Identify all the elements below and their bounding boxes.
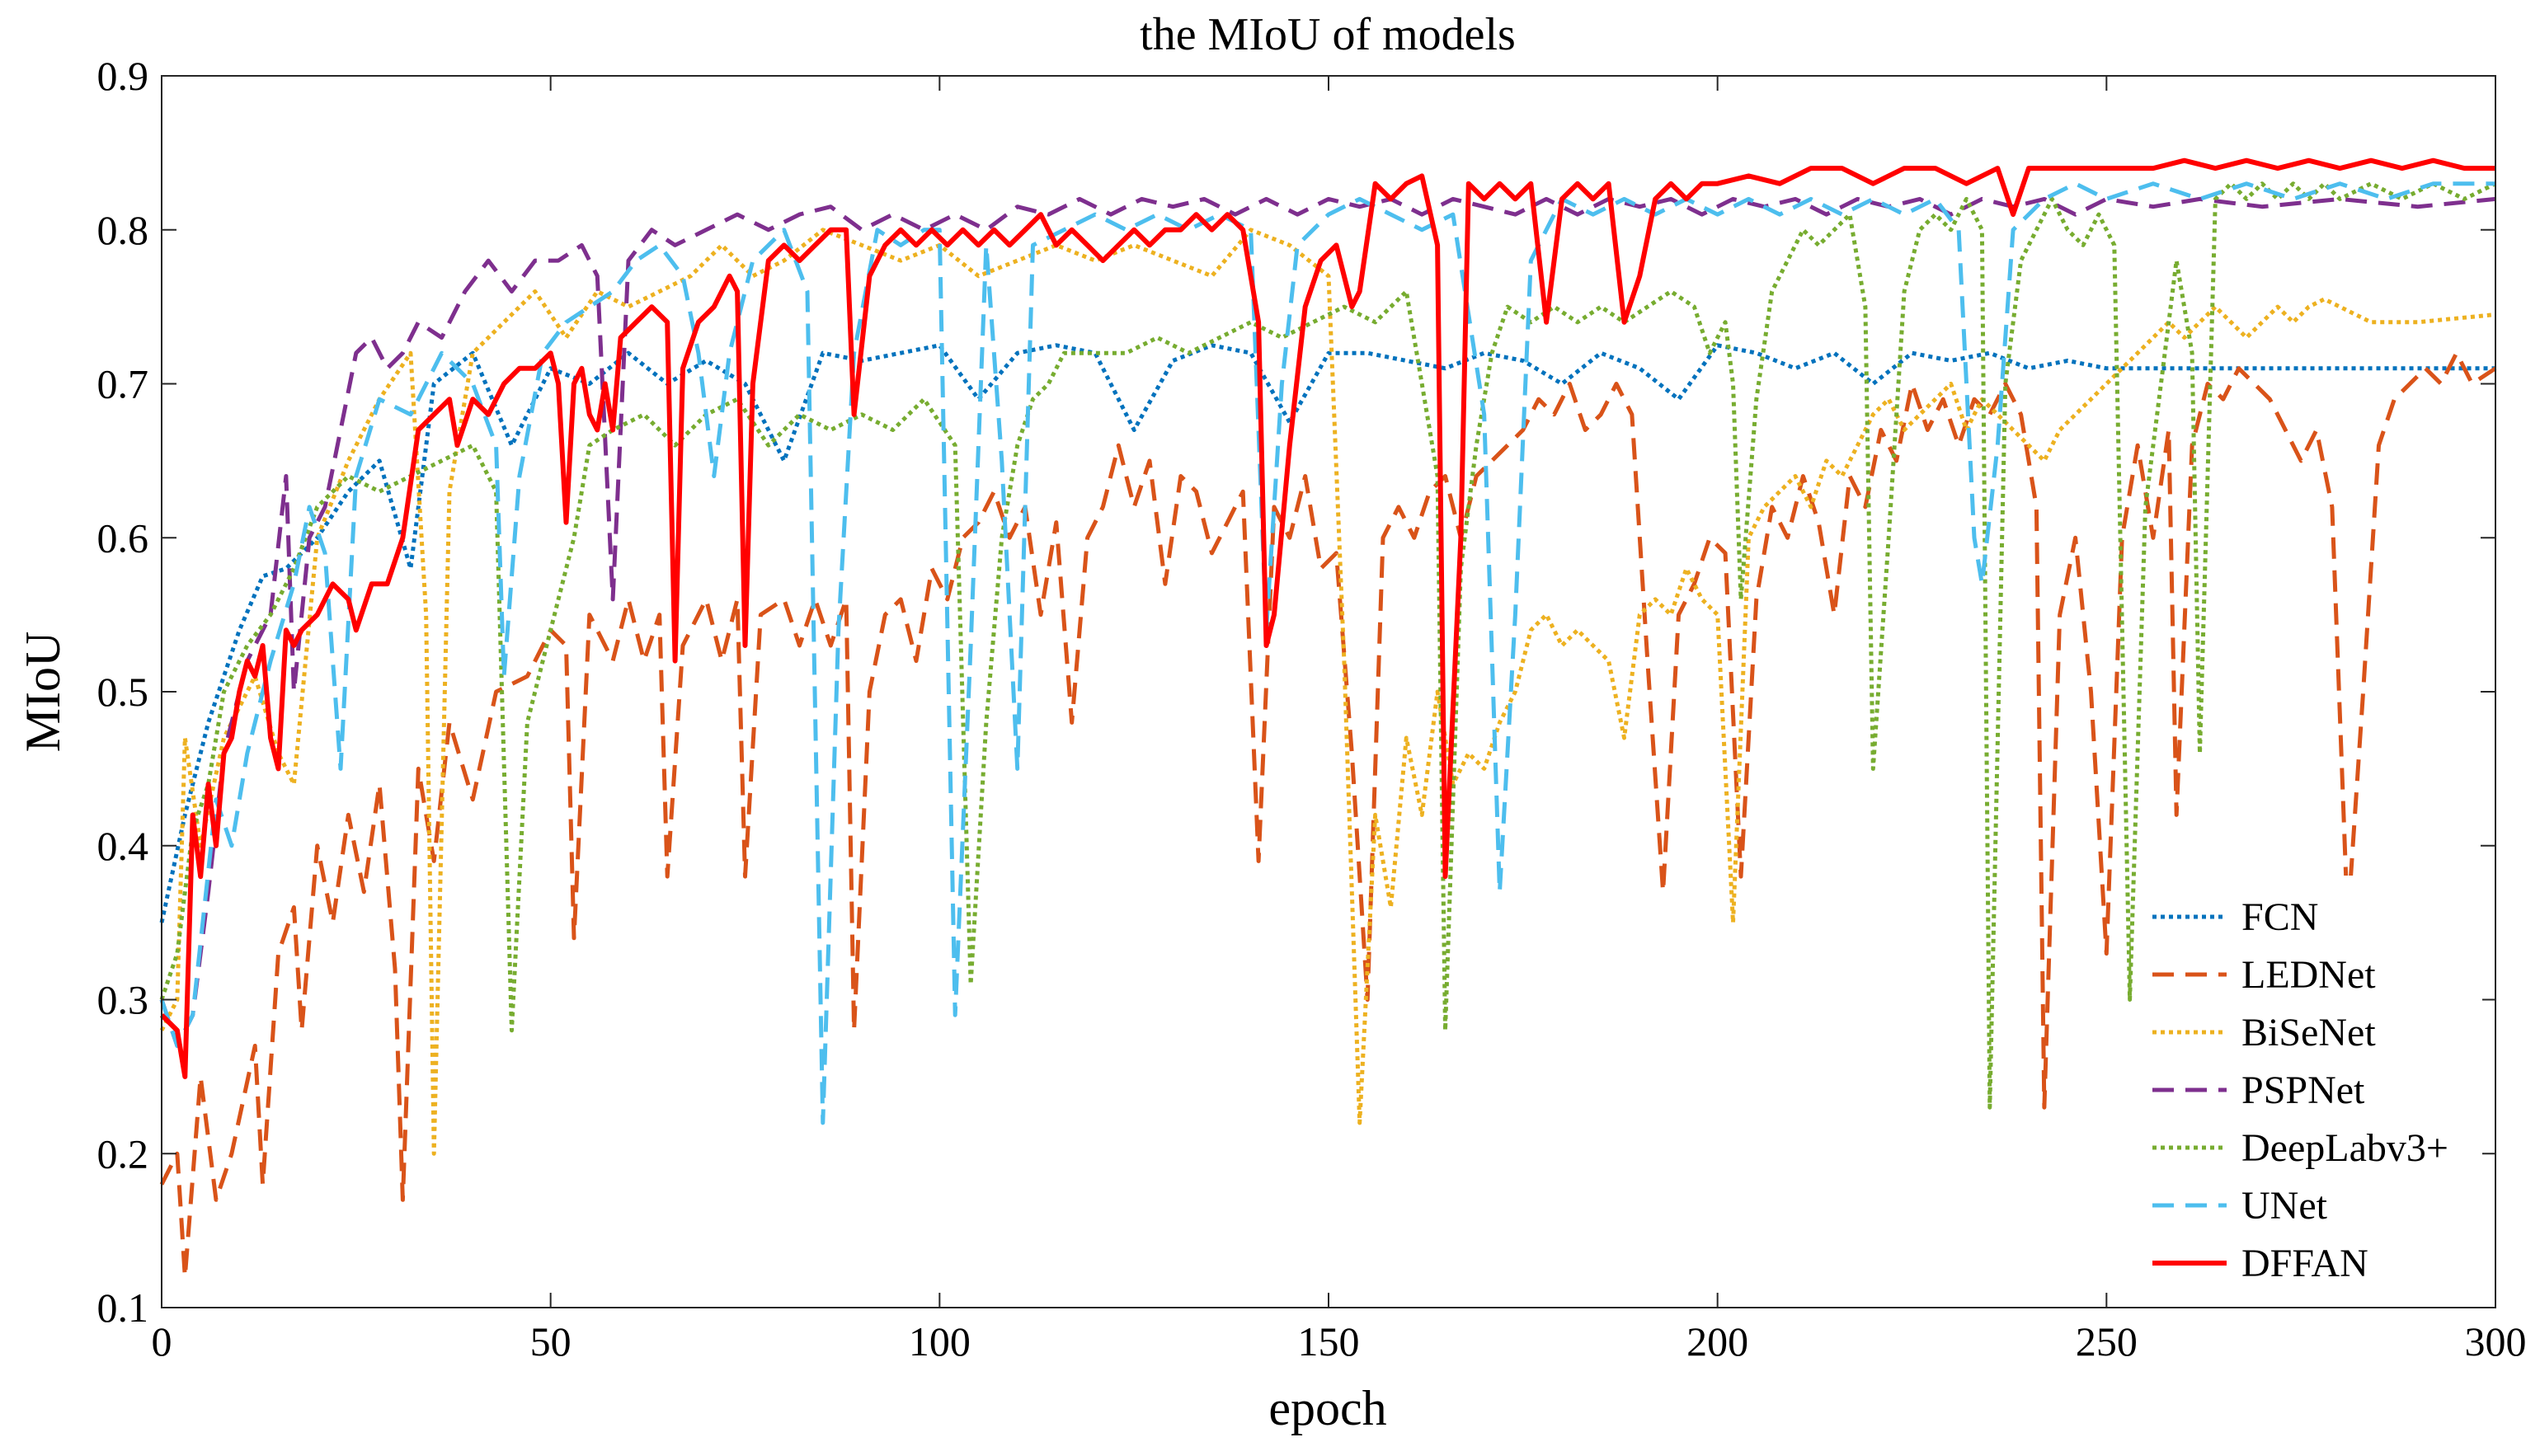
x-tick-label: 150 xyxy=(1298,1318,1360,1364)
legend-label: PSPNet xyxy=(2241,1069,2365,1112)
x-tick-label: 50 xyxy=(530,1318,572,1364)
legend-label: FCN xyxy=(2241,895,2318,939)
y-tick-label: 0.2 xyxy=(97,1130,149,1177)
y-tick-label: 0.9 xyxy=(97,53,149,99)
y-tick-label: 0.3 xyxy=(97,977,149,1023)
series-line-pspnet xyxy=(159,196,2496,1048)
series-line-bisenet xyxy=(159,228,2496,1156)
y-tick-label: 0.4 xyxy=(97,823,149,869)
chart-title: the MIoU of models xyxy=(1140,9,1516,60)
y-tick-label: 0.7 xyxy=(97,361,149,407)
legend-label: BiSeNet xyxy=(2241,1011,2376,1054)
y-axis: 0.1 0.2 0.3 0.4 0.5 0.6 0.7 0.8 0.9 xyxy=(97,53,2495,1331)
legend-label: UNet xyxy=(2241,1184,2328,1228)
legend-label: DFFAN xyxy=(2241,1242,2368,1285)
x-tick-label: 300 xyxy=(2465,1318,2527,1364)
y-tick-label: 0.6 xyxy=(97,514,149,561)
x-tick-label: 100 xyxy=(909,1318,971,1364)
x-axis: 0 50 100 150 200 250 300 xyxy=(152,76,2527,1364)
legend-label: DeepLabv3+ xyxy=(2241,1126,2448,1170)
x-tick-label: 250 xyxy=(2076,1318,2138,1364)
legend-label: LEDNet xyxy=(2241,953,2376,997)
series-line-dffan xyxy=(159,157,2495,1079)
x-tick-label: 0 xyxy=(152,1318,172,1364)
series-line-lednet xyxy=(159,350,2497,1280)
x-tick-label: 200 xyxy=(1686,1318,1748,1364)
series-line-deeplabv3 xyxy=(159,181,2497,1110)
legend: FCN LEDNet BiSeNet PSPNet DeepLabv3+ UNet DFFA… xyxy=(2144,876,2482,1304)
x-axis-label: epoch xyxy=(1268,1381,1386,1435)
y-tick-label: 0.8 xyxy=(97,207,149,253)
series-layer xyxy=(159,157,2497,1280)
y-tick-label: 0.1 xyxy=(97,1285,149,1331)
y-axis-label: MIoU xyxy=(16,632,70,753)
y-tick-label: 0.5 xyxy=(97,669,149,715)
